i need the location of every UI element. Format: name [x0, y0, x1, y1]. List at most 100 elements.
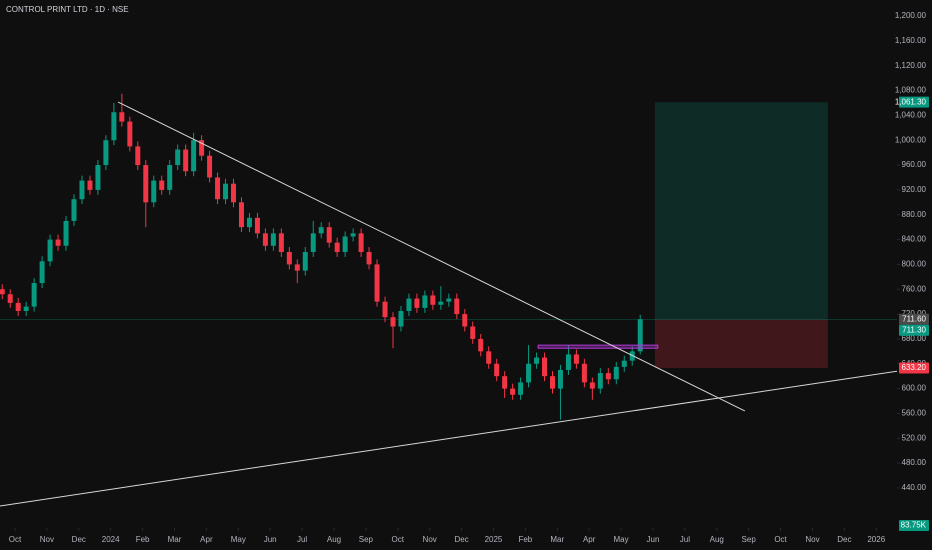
candle-body: [286, 251, 292, 265]
candle-body: [79, 180, 85, 200]
trendline: [117, 101, 746, 412]
candle-body: [215, 177, 221, 200]
candle-body: [39, 261, 45, 284]
candle-body: [350, 233, 356, 237]
candle-body: [510, 388, 516, 395]
candle-body: [621, 360, 627, 367]
candle-body: [526, 363, 532, 383]
x-tick-label: Oct: [774, 535, 787, 544]
candle-body: [199, 140, 205, 156]
x-tick-label: Jun: [647, 535, 660, 544]
candle-body: [406, 298, 412, 311]
x-tick-label: Dec: [72, 535, 86, 544]
price-tag-label: 711.60: [902, 314, 926, 323]
candle-body: [175, 149, 181, 166]
x-tick-label: Apr: [583, 535, 596, 544]
x-tick-label: Aug: [327, 535, 341, 544]
candle-body: [191, 140, 197, 172]
candle-body: [31, 283, 37, 307]
price-tag-label: 633.20: [902, 363, 927, 372]
candle-body: [111, 112, 117, 141]
candle-body: [462, 314, 468, 327]
x-tick-label: 2025: [485, 535, 503, 544]
x-tick-label: Nov: [805, 535, 819, 544]
candle-body: [597, 373, 603, 389]
volume-tag: [899, 520, 929, 531]
candle-body: [278, 233, 284, 252]
candle-body: [534, 357, 540, 364]
candle-body: [159, 180, 165, 190]
y-tick-label: 840.00: [902, 235, 927, 244]
candle-body: [103, 140, 109, 166]
x-tick-label: Oct: [9, 535, 22, 544]
candle-body: [262, 233, 268, 246]
candle-body: [358, 233, 364, 252]
candle-body: [63, 220, 69, 246]
candle-body: [581, 363, 587, 383]
x-tick-label: May: [614, 535, 629, 544]
candle-body: [135, 146, 141, 166]
position-target-zone: [654, 102, 828, 320]
candle-body: [422, 295, 428, 308]
candle-body: [246, 217, 252, 228]
candle-body: [0, 289, 5, 295]
candle-body: [238, 202, 244, 228]
candle-body: [167, 165, 173, 190]
y-tick-label: 440.00: [902, 483, 927, 492]
candle-body: [414, 298, 420, 308]
x-tick-label: Aug: [710, 535, 724, 544]
y-tick-label: 560.00: [902, 409, 927, 418]
candle-body: [549, 376, 555, 389]
candle-body: [454, 298, 460, 315]
candle-body: [15, 302, 21, 311]
candle-body: [589, 382, 595, 389]
x-tick-label: Oct: [392, 535, 405, 544]
x-tick-label: Apr: [200, 535, 213, 544]
candle-body: [446, 298, 452, 302]
price-tag: [899, 96, 929, 108]
candle-body: [207, 155, 213, 178]
candle-body: [254, 217, 260, 234]
candle-body: [55, 239, 61, 246]
y-tick-label: 1,040.00: [895, 110, 927, 119]
candle-body: [382, 301, 388, 318]
candle-body: [310, 233, 316, 252]
candle-body: [302, 251, 308, 271]
candle-body: [119, 112, 125, 122]
y-tick-label: 600.00: [902, 384, 927, 393]
candle-body: [7, 294, 13, 303]
candle-body: [326, 227, 332, 243]
candle-body: [486, 351, 492, 364]
candle-body: [47, 239, 53, 262]
candle-body: [565, 354, 571, 370]
candle-body: [87, 180, 93, 190]
candle-body: [542, 357, 548, 377]
x-tick-label: Sep: [742, 535, 757, 544]
candle-body: [95, 165, 101, 190]
trendline: [0, 370, 898, 507]
candle-body: [231, 183, 237, 203]
y-tick-label: 800.00: [902, 260, 927, 269]
x-tick-label: May: [231, 535, 246, 544]
candle-body: [366, 251, 372, 265]
candle-body: [430, 295, 436, 305]
candle-body: [374, 264, 380, 302]
x-tick-label: 2024: [102, 535, 120, 544]
x-tick-label: Mar: [168, 535, 182, 544]
candle-body: [318, 227, 324, 234]
x-tick-label: Jul: [297, 535, 307, 544]
y-tick-label: 1,000.00: [895, 135, 927, 144]
candle-body: [494, 363, 500, 377]
candle-body: [342, 236, 348, 252]
position-stop-zone: [654, 319, 828, 368]
x-tick-label: Sep: [359, 535, 374, 544]
candle-body: [398, 310, 404, 327]
candle-body: [605, 373, 611, 380]
y-tick-label: 680.00: [902, 334, 927, 343]
candle-body: [573, 354, 579, 364]
candle-body: [518, 382, 524, 395]
price-tag: [899, 313, 929, 325]
price-tag-label: 1,061.30: [895, 97, 927, 106]
x-tick-label: Mar: [550, 535, 564, 544]
